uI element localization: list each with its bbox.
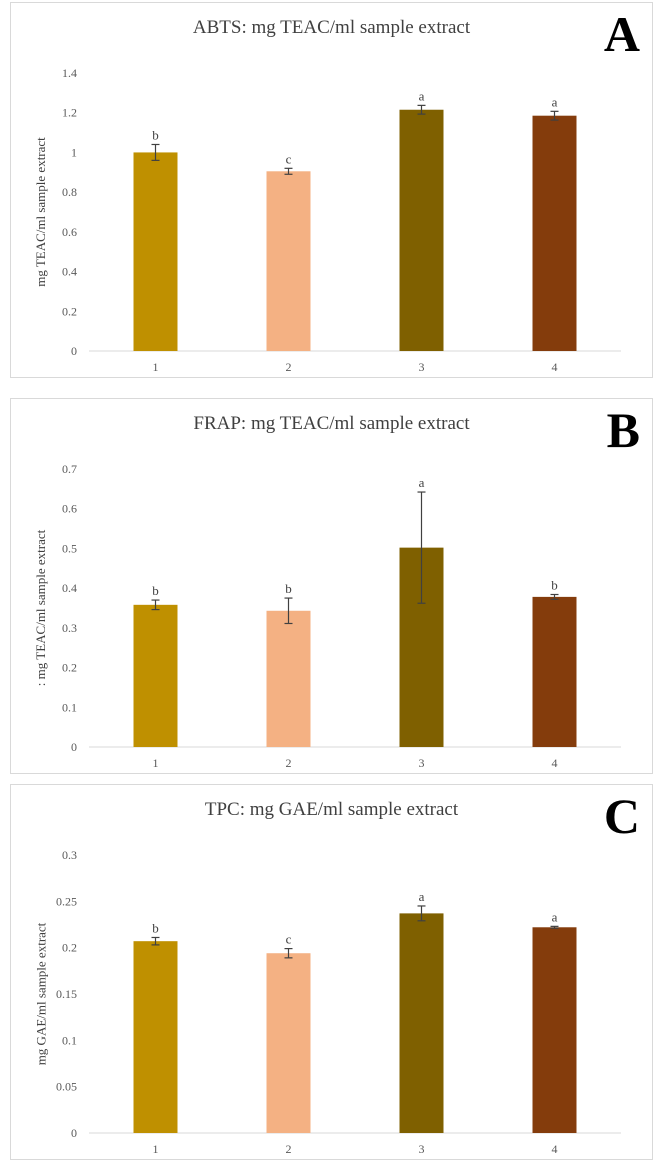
x-tick-label: 3 <box>419 1142 425 1156</box>
y-tick-label: 0.6 <box>62 502 77 516</box>
significance-label: a <box>419 889 425 904</box>
error-bar <box>417 104 426 115</box>
significance-label: c <box>286 151 292 166</box>
bar <box>532 115 577 351</box>
error-bar <box>417 905 426 922</box>
chart-panel-a: 0 0.2 0.4 0.6 0.8 1 1.2 1.4 b 1 c 2 a 3 a 4 ABTS: mg TE… <box>10 2 653 378</box>
chart-title-b: FRAP: mg TEAC/ml sample extract <box>193 413 470 434</box>
bar <box>133 941 178 1133</box>
y-tick-label: 1.4 <box>62 66 77 80</box>
significance-label: b <box>152 583 159 598</box>
x-tick-label: 4 <box>552 1142 558 1156</box>
y-tick-label: 0.7 <box>62 462 77 476</box>
error-bar <box>151 143 160 161</box>
error-bar <box>550 110 559 121</box>
y-tick-label: 0.2 <box>62 941 77 955</box>
bar <box>399 109 444 351</box>
bar-chart-svg-a: 0 0.2 0.4 0.6 0.8 1 1.2 1.4 b 1 c 2 a 3 a 4 <box>62 66 621 374</box>
x-tick-label: 1 <box>153 360 159 374</box>
significance-label: c <box>286 932 292 947</box>
x-tick-label: 3 <box>419 360 425 374</box>
y-tick-label: 0.5 <box>62 541 77 555</box>
error-bar <box>151 936 160 946</box>
y-axis-label-a: mg TEAC/ml sample extract <box>32 137 48 287</box>
significance-label: b <box>551 577 558 592</box>
error-bar <box>284 167 293 175</box>
panel-letter-b: B <box>606 402 640 458</box>
bar <box>266 953 311 1133</box>
y-tick-label: 0.25 <box>56 894 77 908</box>
significance-label: b <box>152 920 159 935</box>
bar <box>266 171 311 351</box>
error-bar <box>550 925 559 929</box>
x-tick-label: 2 <box>286 756 292 770</box>
bar <box>133 604 178 747</box>
error-bar <box>550 593 559 600</box>
significance-label: b <box>152 127 159 142</box>
error-bar <box>417 491 426 604</box>
chart-panel-c: 0 0.05 0.1 0.15 0.2 0.25 0.3 b 1 c 2 a 3 a 4 TPC: mg G… <box>10 784 653 1160</box>
x-tick-label: 2 <box>286 1142 292 1156</box>
y-tick-label: 0.1 <box>62 1033 77 1047</box>
bar <box>532 927 577 1133</box>
y-tick-label: 1.2 <box>62 106 77 120</box>
bar-chart-svg-b: 0 0.1 0.2 0.3 0.4 0.5 0.6 0.7 b 1 b 2 a 3 b 4 <box>62 462 621 770</box>
y-tick-label: 0.4 <box>62 265 77 279</box>
y-tick-label: 0.6 <box>62 225 77 239</box>
bar <box>399 913 444 1133</box>
y-tick-label: 0 <box>71 740 77 754</box>
y-tick-label: 0.3 <box>62 621 77 635</box>
chart-title-a: ABTS: mg TEAC/ml sample extract <box>192 17 471 38</box>
significance-label: a <box>419 88 425 103</box>
significance-label: a <box>419 475 425 490</box>
y-tick-label: 0.15 <box>56 987 77 1001</box>
panel-letter-c: C <box>603 788 640 844</box>
panel-letter-a: A <box>603 6 640 62</box>
y-axis-label-c: mg GAE/ml sample extract <box>32 922 48 1066</box>
x-tick-label: 2 <box>286 360 292 374</box>
error-bar <box>284 947 293 959</box>
x-tick-label: 1 <box>153 1142 159 1156</box>
y-tick-label: 0.8 <box>62 185 77 199</box>
x-tick-label: 3 <box>419 756 425 770</box>
significance-label: a <box>552 909 558 924</box>
y-tick-label: 0.1 <box>62 700 77 714</box>
bar <box>532 596 577 747</box>
y-tick-label: 0 <box>71 344 77 358</box>
x-tick-label: 4 <box>552 756 558 770</box>
x-tick-label: 4 <box>552 360 558 374</box>
significance-label: a <box>552 94 558 109</box>
y-tick-label: 0.4 <box>62 581 77 595</box>
error-bar <box>284 597 293 625</box>
y-tick-label: 1 <box>71 145 77 159</box>
error-bar <box>151 599 160 611</box>
significance-label: b <box>285 581 292 596</box>
chart-panel-b: 0 0.1 0.2 0.3 0.4 0.5 0.6 0.7 b 1 b 2 a 3 b 4 FRAP: mg … <box>10 398 653 774</box>
bar-chart-svg-c: 0 0.05 0.1 0.15 0.2 0.25 0.3 b 1 c 2 a 3 a 4 <box>56 848 621 1156</box>
y-tick-label: 0 <box>71 1126 77 1140</box>
x-tick-label: 1 <box>153 756 159 770</box>
y-axis-label-b: : mg TEAC/ml sample extract <box>33 529 49 687</box>
bar <box>133 152 178 351</box>
y-tick-label: 0.05 <box>56 1080 77 1094</box>
y-tick-label: 0.3 <box>62 848 77 862</box>
bar <box>266 610 311 747</box>
y-tick-label: 0.2 <box>62 661 77 675</box>
chart-title-c: TPC: mg GAE/ml sample extract <box>204 799 459 820</box>
y-tick-label: 0.2 <box>62 304 77 318</box>
